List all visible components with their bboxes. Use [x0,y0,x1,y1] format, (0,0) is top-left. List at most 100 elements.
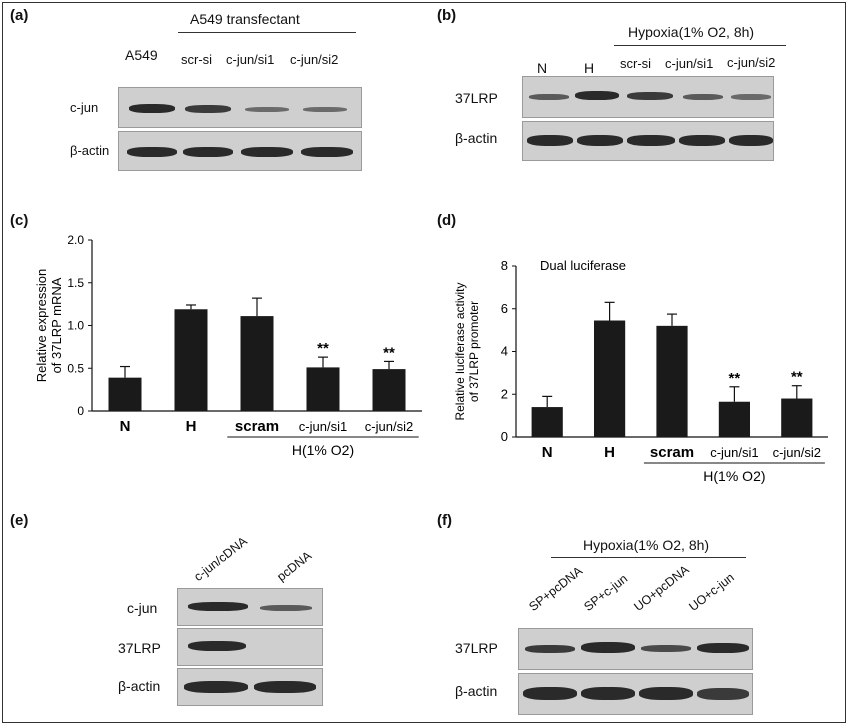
category-label: c-jun/si2 [365,419,413,434]
bar [372,369,406,411]
panel-b-group-label: Hypoxia(1% O2, 8h) [628,24,755,40]
category-label: N [542,444,553,461]
panel-b-lane-3: scr-si [620,56,652,71]
y-axis-label: of 37LRP promoter [467,301,481,402]
panel-e-blot-cjun [177,588,323,626]
bar [174,309,208,411]
band [577,135,623,146]
panel-e-row-1: c-jun [127,600,158,616]
group-label: H(1% O2) [703,468,765,484]
significance-mark: ** [383,344,395,361]
band [183,147,233,157]
band [729,135,773,146]
y-tick-label: 1.0 [67,319,84,333]
band [185,105,231,113]
band [575,91,619,100]
band [683,94,723,100]
panel-a-group-line [178,32,356,33]
group-label: H(1% O2) [292,442,354,458]
panel-b-lane-4: c-jun/si1 [665,56,714,71]
band [129,104,175,113]
y-tick-label: 0.5 [67,361,84,375]
y-axis-label: of 37LRP mRNA [49,277,64,373]
band [581,642,635,653]
panel-a-lane-1: A549 [125,47,158,63]
y-tick-label: 8 [501,258,508,273]
bar [531,407,563,437]
panel-e-row-3: β-actin [118,678,161,694]
category-label: scram [650,444,694,461]
panel-f-row-2: β-actin [455,683,498,699]
panel-b-row-2: β-actin [455,130,498,146]
category-label: c-jun/si1 [299,419,347,434]
y-tick-label: 2.0 [67,233,84,247]
band [241,147,293,157]
bar [718,401,750,437]
y-tick-label: 1.5 [67,276,84,290]
category-label: scram [235,418,279,435]
panel-e-row-2: 37LRP [118,640,161,656]
significance-mark: ** [317,340,329,357]
category-label: H [186,418,197,435]
band [697,688,749,700]
panel-e-label: (e) [10,512,29,529]
band [697,643,749,653]
band [731,94,771,100]
panel-b-label: (b) [437,7,457,24]
band [254,681,316,693]
panel-f-blot-actin [518,673,753,715]
panel-b-row-1: 37LRP [455,90,498,106]
panel-a-label: (a) [10,7,29,24]
y-tick-label: 0 [77,404,84,418]
panel-b-lane-1: N [537,60,548,76]
y-tick-label: 0 [501,429,508,444]
panel-f-row-1: 37LRP [455,640,498,656]
panel-b-group-line [614,45,786,46]
bar [781,398,813,437]
panel-a-lane-4: c-jun/si2 [290,52,339,67]
bar [594,320,626,437]
band [527,135,573,146]
panel-f-group-line [551,557,746,558]
panel-a-blot-cjun [118,87,362,128]
panel-a-lane-3: c-jun/si1 [226,52,275,67]
panel-b-blot-actin [522,121,774,161]
panel-a-group-label: A549 transfectant [190,11,300,27]
panel-b-lane-2: H [584,60,595,76]
band [245,107,289,112]
band [301,147,353,157]
significance-mark: ** [791,369,803,386]
panel-a-blot-actin [118,131,362,171]
panel-a-row-1: c-jun [70,100,99,115]
band [303,107,347,112]
category-label: c-jun/si2 [773,445,821,460]
band [184,681,248,693]
band [627,135,675,146]
bar [656,325,688,437]
band [260,605,312,611]
panel-a-row-2: β-actin [70,143,110,158]
panel-a-lane-2: scr-si [181,52,213,67]
y-tick-label: 6 [501,301,508,316]
panel-e-blot-37lrp [177,628,323,666]
band [679,135,725,146]
bar [108,377,142,411]
y-axis-label: Relative expression [34,269,49,382]
band [639,687,693,700]
panel-d-label: (d) [437,212,457,229]
panel-f-blot-37lrp [518,628,753,670]
category-label: N [120,418,131,435]
panel-c-label: (c) [10,212,29,229]
category-label: H [604,444,615,461]
bar [306,367,340,411]
significance-mark: ** [729,370,741,387]
band [581,687,635,700]
panel-e-blot-actin [177,668,323,706]
y-tick-label: 4 [501,344,508,359]
panel-b-lane-5: c-jun/si2 [727,55,776,70]
band [529,94,569,100]
category-label: c-jun/si1 [710,445,758,460]
panel-f-label: (f) [437,512,452,529]
